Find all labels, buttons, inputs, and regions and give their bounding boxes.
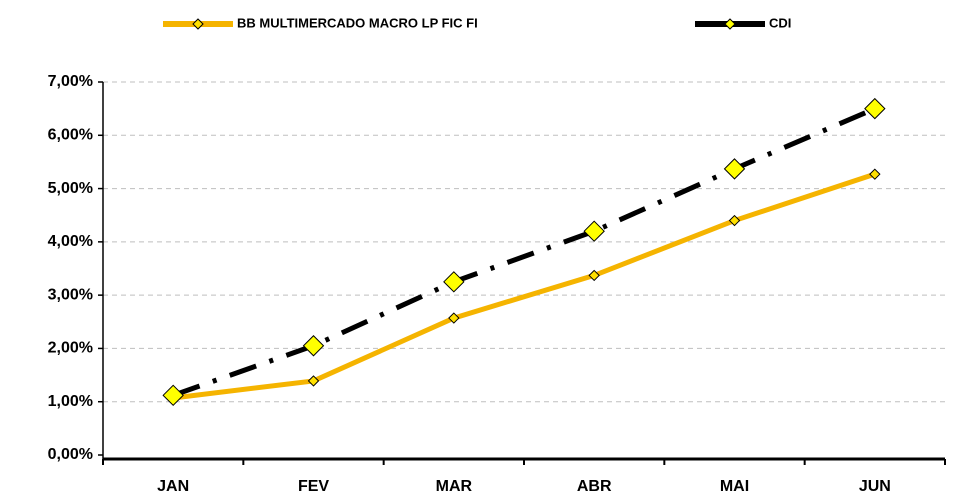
legend-marker xyxy=(192,18,204,30)
y-tick-label: 6,00% xyxy=(48,127,93,144)
marker xyxy=(302,335,325,357)
y-tick-label: 7,00% xyxy=(48,73,93,90)
x-tick-label: JUN xyxy=(859,478,891,495)
marker xyxy=(443,271,465,293)
y-tick-label: 0,00% xyxy=(48,446,93,463)
marker xyxy=(162,384,184,407)
marker xyxy=(864,97,886,120)
marker xyxy=(723,158,746,180)
y-tick-label: 2,00% xyxy=(48,340,93,357)
marker xyxy=(307,375,320,387)
legend-marker xyxy=(724,18,736,30)
x-tick-label: MAR xyxy=(436,478,473,495)
x-tick-label: FEV xyxy=(298,478,329,495)
marker xyxy=(583,220,605,242)
series-line xyxy=(172,171,876,401)
y-tick-label: 1,00% xyxy=(48,393,93,410)
y-tick-label: 4,00% xyxy=(48,233,93,250)
x-tick-label: MAI xyxy=(720,478,749,495)
legend-label: BB MULTIMERCADO MACRO LP FIC FI xyxy=(237,15,478,30)
series-line xyxy=(172,106,876,398)
x-tick-label: ABR xyxy=(577,478,612,495)
x-tick-label: JAN xyxy=(157,478,189,495)
marker xyxy=(588,269,600,282)
marker xyxy=(728,214,741,227)
marker xyxy=(869,168,881,180)
legend-label: CDI xyxy=(769,15,791,30)
marker xyxy=(448,312,460,324)
y-tick-label: 3,00% xyxy=(48,286,93,303)
y-tick-label: 5,00% xyxy=(48,180,93,197)
